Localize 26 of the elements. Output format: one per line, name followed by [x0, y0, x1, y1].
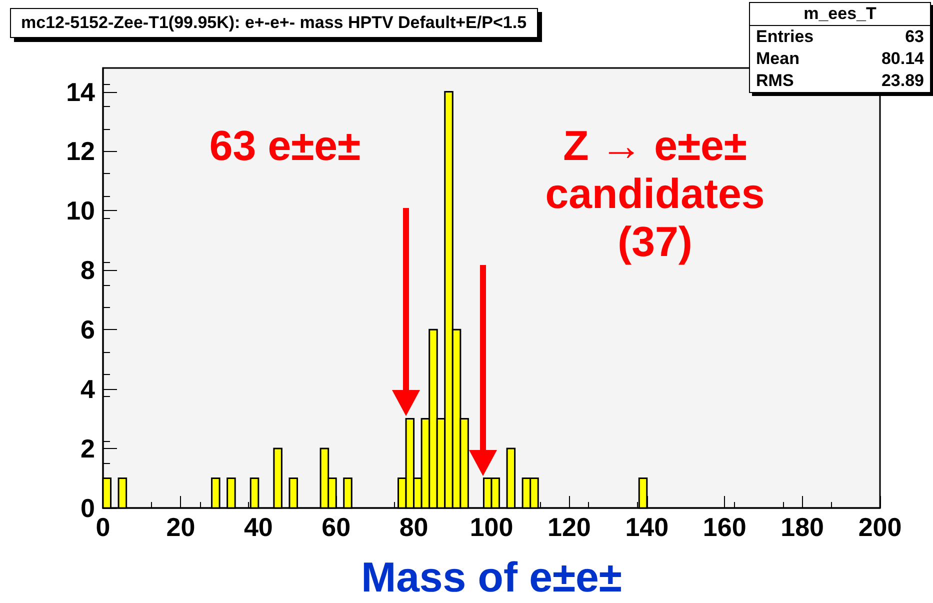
text: RMS 23.89 — [756, 71, 924, 90]
x-tick-label: 140 — [625, 512, 669, 542]
text: m_ees_T — [750, 3, 930, 26]
text: Entries 63 — [756, 27, 924, 46]
annotation: Z → e±e± candidates (37) — [544, 122, 766, 266]
x-tick-label: 40 — [244, 512, 273, 542]
text: Mean 80.14 — [756, 49, 924, 68]
y-tick-label: 14 — [66, 76, 96, 107]
chart-title: mc12-5152-Zee-T1(99.95K): e+-e+- mass HPTV Default+E/P<1.5 — [10, 8, 538, 38]
y-tick-label: 2 — [80, 434, 95, 464]
x-tick-label: 100 — [470, 512, 514, 542]
x-tick-label: 160 — [702, 512, 746, 542]
annotation: 63 e±e± — [208, 122, 362, 170]
x-tick-label: 80 — [399, 512, 428, 542]
y-tick-label: 4 — [80, 374, 96, 404]
y-tick-label: 8 — [80, 255, 95, 286]
x-tick-label: 200 — [858, 512, 902, 542]
y-tick-label: 10 — [66, 196, 95, 226]
y-tick-label: 12 — [66, 136, 95, 166]
x-tick-label: 60 — [322, 512, 351, 542]
x-tick-label: 20 — [166, 512, 196, 542]
x-tick-label: 120 — [548, 512, 591, 542]
x-axis-title: Mass of e±e± — [361, 554, 622, 600]
y-tick-label: 0 — [80, 493, 95, 523]
y-tick-label: 6 — [80, 314, 95, 345]
x-tick-label: 180 — [780, 512, 824, 542]
